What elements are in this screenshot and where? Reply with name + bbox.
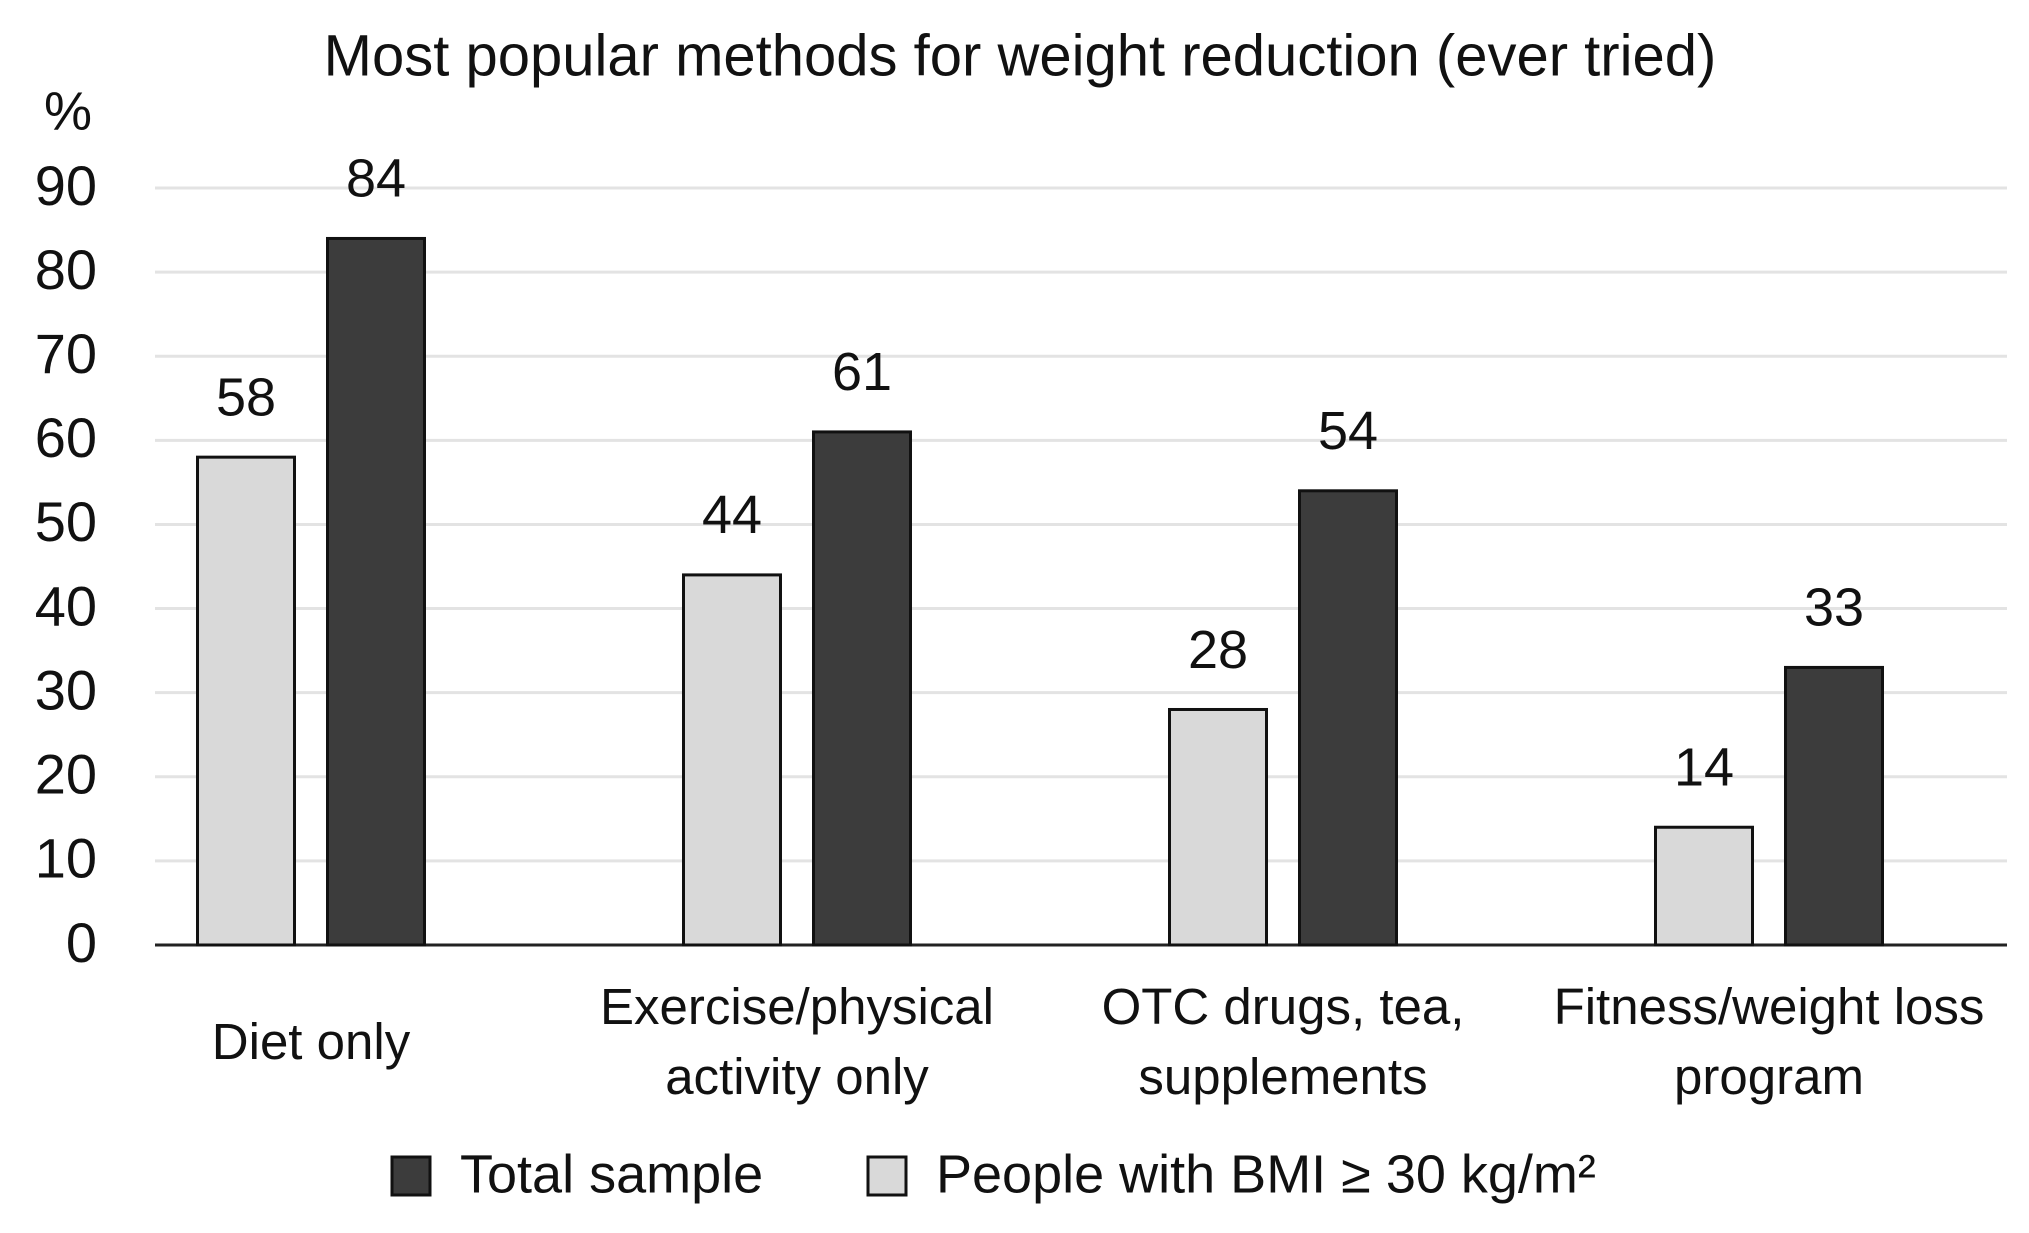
value-label: 14	[1674, 738, 1734, 798]
value-label: 44	[702, 485, 762, 545]
bar	[812, 430, 912, 947]
chart-title: Most popular methods for weight reductio…	[324, 23, 1717, 88]
bar	[326, 236, 426, 947]
x-tick-label: Diet only	[211, 1013, 411, 1070]
y-tick-label: 60	[35, 406, 97, 469]
bar	[1784, 665, 1884, 947]
y-tick-label: 90	[35, 154, 97, 217]
value-label: 28	[1188, 620, 1248, 680]
bar	[1168, 707, 1268, 947]
x-tick-label: Exercise/physical activity only	[600, 978, 994, 1105]
bar	[682, 573, 782, 947]
x-tick-label: OTC drugs, tea, supplements	[1101, 978, 1465, 1105]
value-label: 54	[1318, 401, 1378, 461]
value-label: 33	[1804, 578, 1864, 638]
y-tick-label: 40	[35, 574, 97, 637]
bar	[1298, 489, 1398, 947]
y-axis-label: %	[44, 81, 92, 141]
y-tick-label: 0	[66, 911, 97, 974]
bar	[1654, 825, 1754, 947]
value-label: 58	[216, 367, 276, 427]
x-tick-label: Fitness/weight loss program	[1553, 978, 1985, 1105]
value-label: 61	[832, 342, 892, 402]
legend-label: People with BMI ≥ 30 kg/m²	[936, 1144, 1596, 1204]
legend-swatch	[866, 1155, 908, 1197]
y-tick-label: 80	[35, 238, 97, 301]
value-label: 84	[346, 149, 406, 209]
legend-swatch	[390, 1155, 432, 1197]
y-tick-label: 10	[35, 827, 97, 890]
y-tick-label: 50	[35, 490, 97, 553]
bar	[196, 455, 296, 947]
y-tick-label: 70	[35, 322, 97, 385]
y-tick-label: 30	[35, 658, 97, 721]
legend-label: Total sample	[460, 1144, 763, 1204]
y-tick-label: 20	[35, 743, 97, 806]
